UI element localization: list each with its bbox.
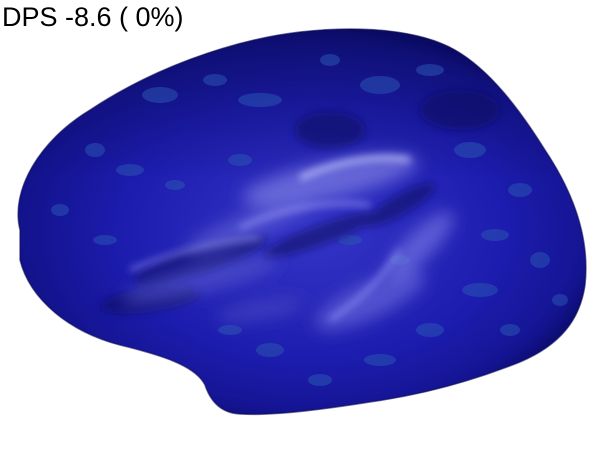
activation-patches xyxy=(51,54,568,386)
sulcus-shadows xyxy=(100,90,500,314)
specular-streaks xyxy=(129,155,411,322)
dps-overlay-label: DPS -8.6 ( 0%) xyxy=(2,2,184,32)
